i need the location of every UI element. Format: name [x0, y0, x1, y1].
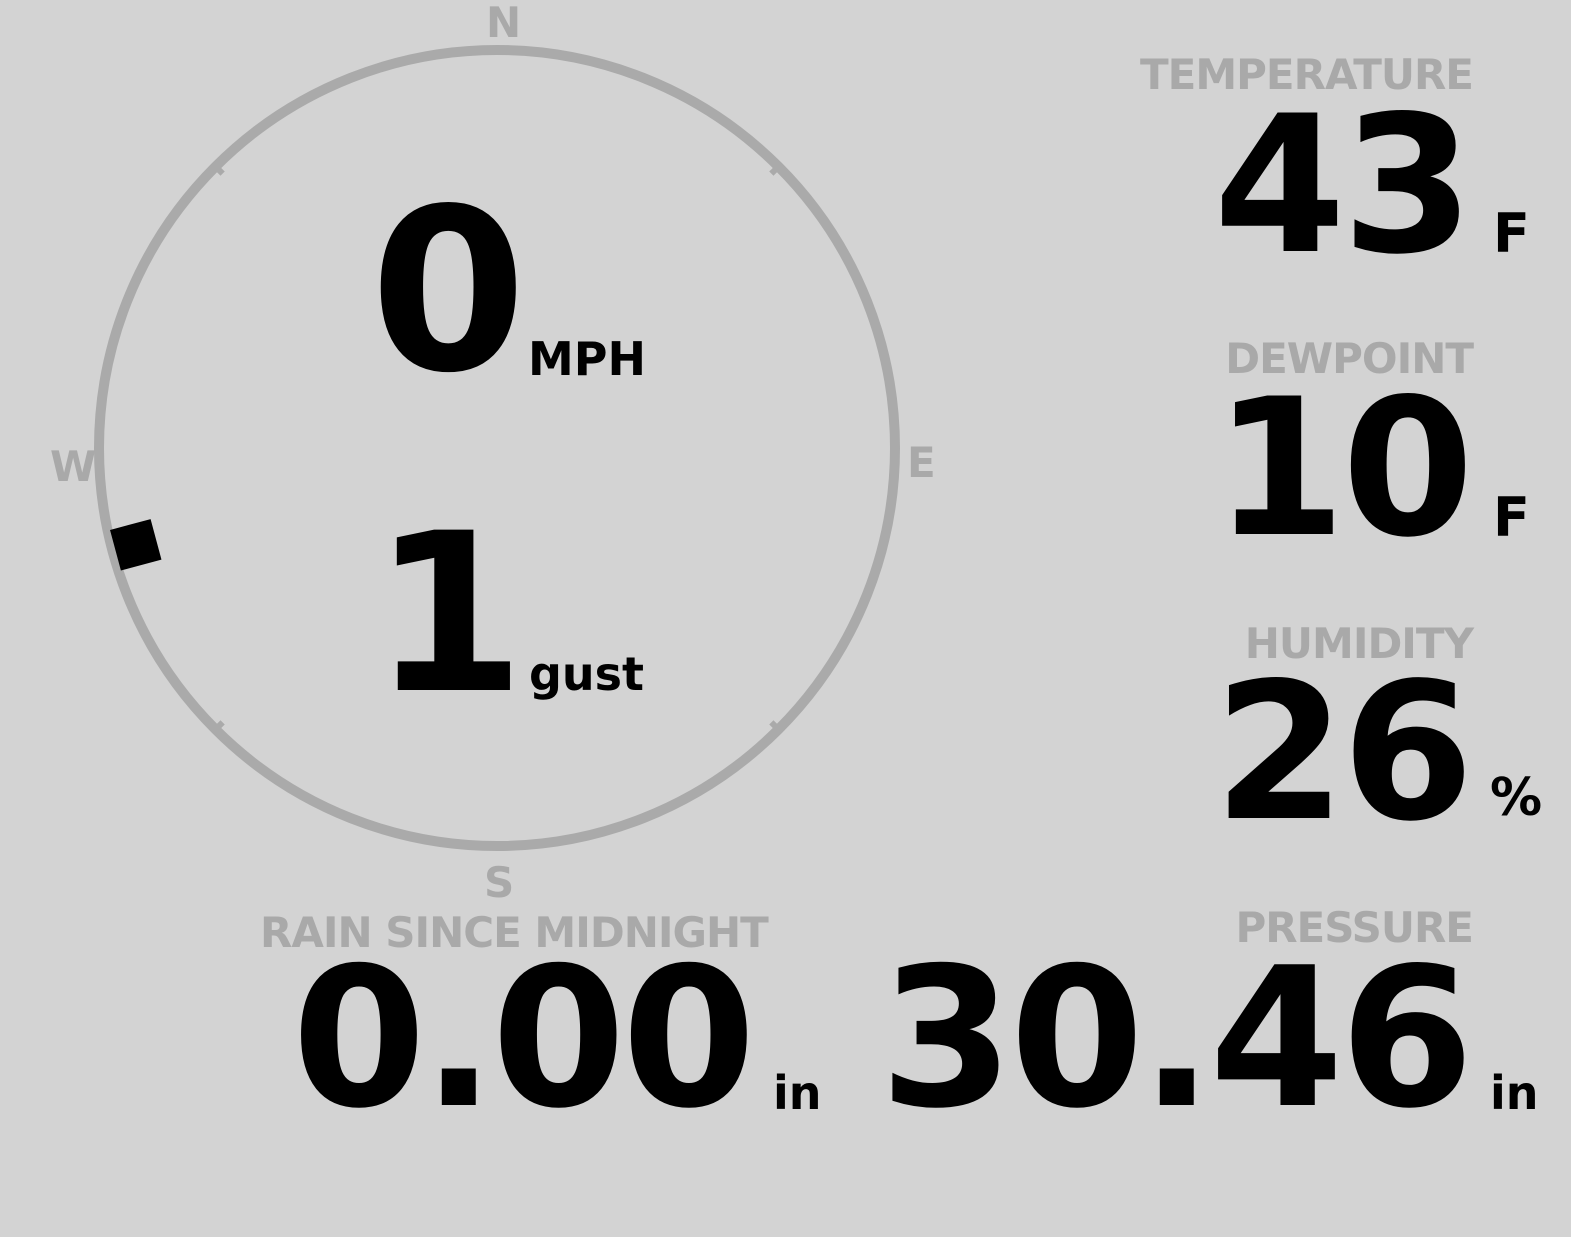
temperature-value: 43 — [1213, 75, 1474, 296]
temperature-unit: F — [1493, 202, 1530, 265]
pressure-unit: in — [1490, 1066, 1539, 1120]
rain-value: 0.00 — [291, 926, 756, 1151]
wind-gust-unit: gust — [529, 647, 645, 701]
humidity-value: 26 — [1213, 642, 1474, 863]
rain-unit: in — [773, 1066, 822, 1120]
dewpoint-value: 10 — [1213, 358, 1474, 579]
compass-tick — [769, 161, 784, 176]
compass-tick — [210, 720, 225, 735]
compass-tick — [769, 720, 784, 735]
dewpoint-label: DEWPOINT — [1225, 334, 1474, 383]
wind-speed-unit: MPH — [528, 332, 646, 386]
temperature-label: TEMPERATURE — [1140, 50, 1474, 99]
compass-west: W — [50, 442, 97, 491]
dewpoint-unit: F — [1493, 486, 1530, 549]
rain-label: RAIN SINCE MIDNIGHT — [260, 908, 769, 957]
humidity-label: HUMIDITY — [1244, 619, 1474, 668]
compass-ring — [94, 45, 900, 851]
compass-ticks — [210, 161, 784, 735]
wind-direction-marker — [110, 519, 162, 571]
pressure-value: 30.46 — [879, 926, 1474, 1151]
compass-south: S — [484, 858, 515, 907]
humidity-unit: % — [1490, 768, 1543, 828]
compass-north: N — [486, 0, 522, 47]
compass-east: E — [907, 438, 936, 487]
wind-gust-value: 1 — [372, 486, 525, 742]
wind-speed-value: 0 — [370, 161, 527, 423]
pressure-label: PRESSURE — [1235, 903, 1474, 952]
compass-tick — [210, 161, 225, 176]
